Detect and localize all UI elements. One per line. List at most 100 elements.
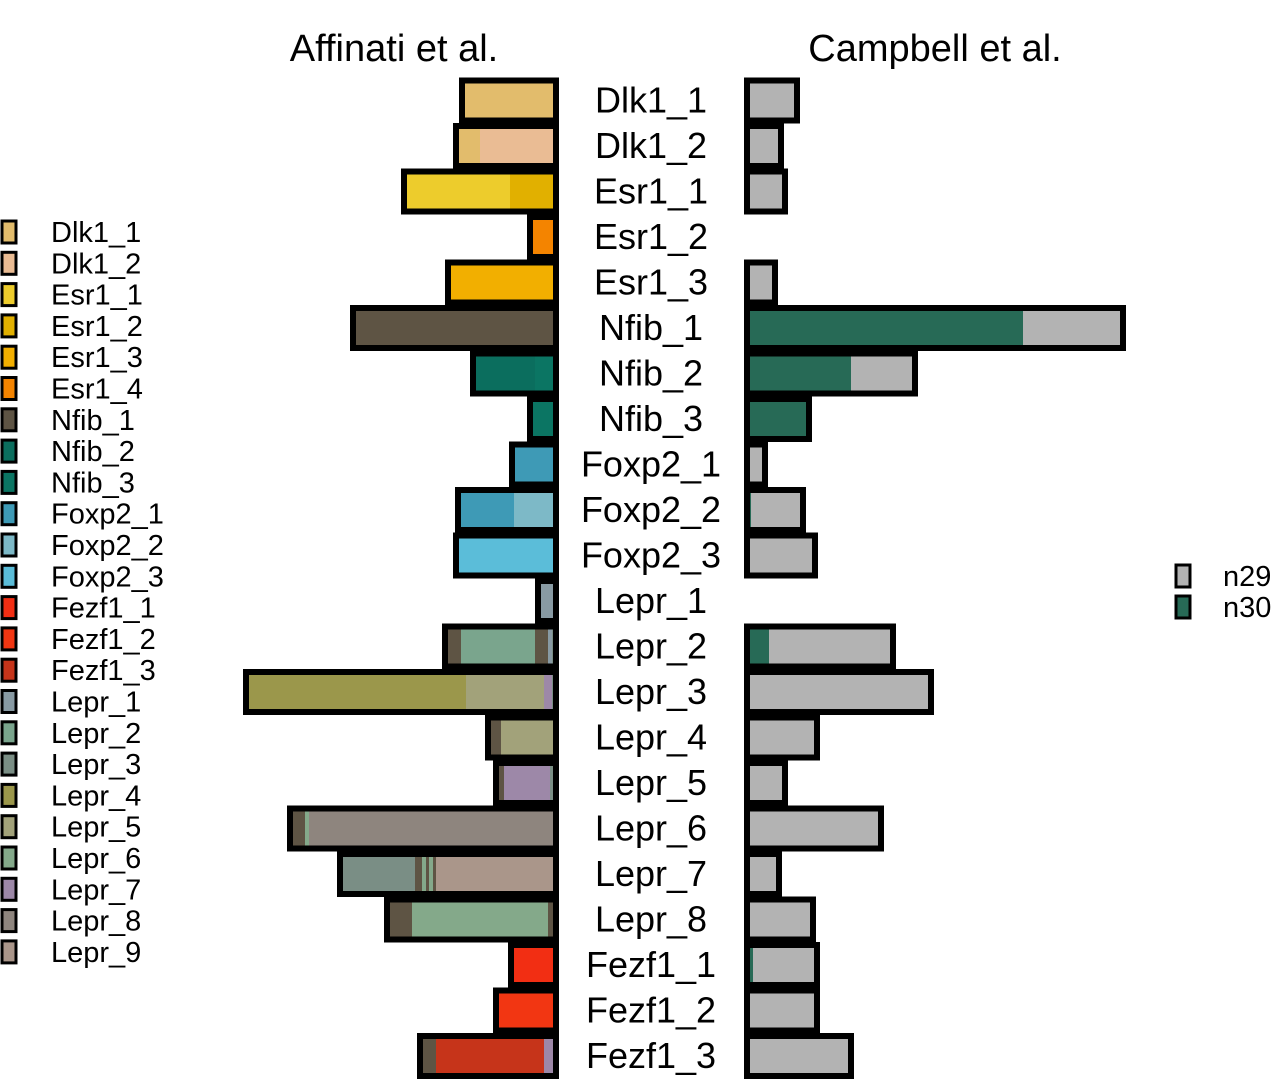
row-label-nfib-2: Nfib_2 [599, 353, 703, 394]
left-bar-segment [456, 535, 556, 576]
left-bar-segment [548, 626, 552, 667]
left-bar-outline [243, 669, 559, 715]
legend-swatch [0, 282, 18, 308]
legend-swatch [0, 626, 18, 652]
left-bar-segment [448, 262, 556, 303]
row-label-nfib-3: Nfib_3 [599, 398, 703, 439]
left-bar-row [445, 259, 559, 306]
left-bar-row [493, 987, 559, 1034]
left-bar-row [453, 123, 559, 169]
right-bar-outline [744, 168, 788, 215]
legend-swatch [0, 814, 18, 840]
right-bar-row [744, 123, 784, 169]
left-bar-outline [287, 805, 559, 852]
legend-swatch [0, 689, 18, 714]
left-bar-segment [461, 626, 535, 667]
left-bar-segment [480, 126, 556, 166]
left-bar-row [442, 623, 559, 670]
left-bar-outline [453, 532, 559, 579]
legend-swatch [0, 595, 18, 621]
left-bar-outline [493, 987, 559, 1034]
row-label-nfib-1: Nfib_1 [599, 307, 703, 348]
left-bar-outline [384, 896, 559, 943]
right-bar-row [744, 77, 800, 124]
right-panel-title: Campbell et al. [808, 28, 1061, 70]
left-bar-segment [433, 854, 436, 894]
legend-swatch [1174, 594, 1192, 620]
right-bar-row [744, 396, 812, 442]
left-bar-row [493, 760, 559, 806]
legend-label: Esr1_1 [51, 280, 143, 312]
legend-label: Nfib_1 [51, 405, 135, 437]
legend-label: Foxp2_3 [51, 561, 164, 593]
legend-label: Fezf1_1 [51, 593, 156, 625]
left-bar-segment [436, 1036, 544, 1076]
right-bar-segment [747, 353, 851, 394]
legend-swatch [0, 501, 18, 527]
legend-swatch [0, 344, 18, 370]
right-bar-segment [747, 763, 785, 803]
right-bar-row [744, 942, 820, 988]
right-bar-row [744, 305, 1126, 351]
left-bar-segment [488, 717, 501, 758]
right-bar-segment [747, 126, 781, 166]
row-label-foxp2-2: Foxp2_2 [581, 489, 721, 530]
left-bar-segment [530, 217, 556, 257]
legend-label: Nfib_2 [51, 436, 135, 468]
left-bars [243, 77, 559, 1079]
right-bar-row [744, 1033, 854, 1079]
legend-label: Lepr_6 [51, 843, 141, 875]
left-bar-row [459, 77, 559, 124]
right-bar-segment [747, 535, 815, 576]
left-legend: Dlk1_1Dlk1_2Esr1_1Esr1_2Esr1_3Esr1_4Nfib… [0, 217, 164, 969]
right-bar-segment [753, 945, 817, 985]
right-bar-row [744, 851, 782, 897]
right-bar-segment [747, 262, 775, 303]
right-bar-outline [744, 441, 768, 488]
legend-label: Foxp2_2 [51, 530, 164, 562]
right-bar-outline [744, 532, 818, 579]
legend-label: n30 [1223, 592, 1271, 624]
right-bar-segment [747, 854, 779, 894]
right-bar-row [744, 805, 884, 852]
right-bar-segment [747, 990, 817, 1031]
right-bar-outline [744, 805, 884, 852]
left-bar-outline [445, 259, 559, 306]
right-bar-row [744, 259, 778, 306]
left-bar-outline [535, 578, 559, 624]
row-label-lepr-5: Lepr_5 [595, 762, 707, 803]
right-bar-row [744, 168, 788, 215]
right-bar-outline [744, 259, 778, 306]
left-bar-segment [535, 353, 556, 394]
left-bar-row [535, 578, 559, 624]
legend-label: Lepr_9 [51, 937, 141, 969]
left-bar-segment [462, 80, 556, 121]
left-bar-segment [422, 854, 426, 894]
legend-swatch [0, 908, 18, 934]
legend-label: Fezf1_2 [51, 624, 156, 656]
legend-label: Esr1_3 [51, 342, 143, 374]
legend-label: Lepr_8 [51, 906, 141, 938]
legend-swatch [0, 219, 18, 245]
left-bar-row [243, 669, 559, 715]
left-bar-segment [544, 672, 552, 712]
right-bar-segment [747, 672, 931, 712]
row-label-dlk1-2: Dlk1_2 [595, 125, 707, 166]
row-label-esr1-2: Esr1_2 [594, 216, 708, 257]
legend-label: Lepr_3 [51, 749, 141, 781]
row-label-fezf1-1: Fezf1_1 [586, 944, 716, 985]
right-bar-segment [747, 308, 1023, 348]
left-bar-row [509, 441, 559, 488]
left-bar-outline [453, 123, 559, 169]
right-bar-segment [747, 399, 809, 439]
right-bar-row [744, 669, 934, 715]
right-bar-outline [744, 896, 816, 943]
legend-swatch [0, 751, 18, 777]
left-bar-segment [466, 672, 544, 712]
left-bar-row [455, 487, 559, 533]
right-bar-row [744, 896, 816, 943]
row-label-lepr-6: Lepr_6 [595, 808, 707, 849]
row-label-esr1-1: Esr1_1 [594, 171, 708, 212]
